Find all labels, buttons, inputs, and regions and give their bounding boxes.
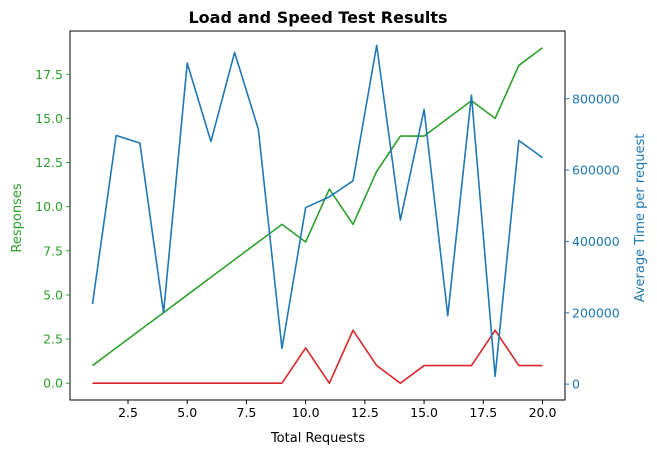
y-left-tick-label: 5.0 xyxy=(43,287,63,302)
series-line-1 xyxy=(92,47,543,367)
chart-title: Load and Speed Test Results xyxy=(188,8,447,27)
x-axis-ticks: 2.5 5.0 7.5 10.0 12.5 15.0 17.5 20.0 xyxy=(118,400,556,420)
x-tick-label: 20.0 xyxy=(529,405,557,420)
y-right-tick-label: 400000 xyxy=(572,234,620,249)
y-left-tick-label: 10.0 xyxy=(35,199,63,214)
y-right-tick-label: 200000 xyxy=(572,305,620,320)
x-tick-label: 12.5 xyxy=(351,405,379,420)
y-left-axis-label: Responses xyxy=(10,183,25,252)
y-left-tick-label: 7.5 xyxy=(43,243,63,258)
plot-lines xyxy=(91,44,543,385)
x-tick-label: 5.0 xyxy=(177,405,197,420)
x-tick-label: 17.5 xyxy=(469,405,497,420)
y-left-axis-ticks: 0.0 2.5 5.0 7.5 10.0 12.5 15.0 17.5 xyxy=(35,67,70,391)
x-axis-label: Total Requests xyxy=(270,431,365,446)
series-line-3 xyxy=(91,44,543,378)
y-right-axis-label: Average Time per request xyxy=(633,134,648,303)
x-tick-label: 10.0 xyxy=(292,405,320,420)
y-left-tick-label: 15.0 xyxy=(35,111,63,126)
series-line-2 xyxy=(92,329,543,385)
y-right-tick-label: 0 xyxy=(572,377,580,392)
y-right-tick-label: 600000 xyxy=(572,163,620,178)
plot-frame xyxy=(69,30,566,401)
x-tick-label: 15.0 xyxy=(410,405,438,420)
x-tick-label: 7.5 xyxy=(237,405,257,420)
y-right-axis-ticks: 0 200000 400000 600000 800000 xyxy=(565,91,620,392)
y-right-tick-label: 800000 xyxy=(572,91,620,106)
y-left-tick-label: 0.0 xyxy=(43,376,63,391)
y-left-tick-label: 2.5 xyxy=(43,332,63,347)
y-left-tick-label: 12.5 xyxy=(35,155,63,170)
x-tick-label: 2.5 xyxy=(118,405,138,420)
y-left-tick-label: 17.5 xyxy=(35,67,63,82)
